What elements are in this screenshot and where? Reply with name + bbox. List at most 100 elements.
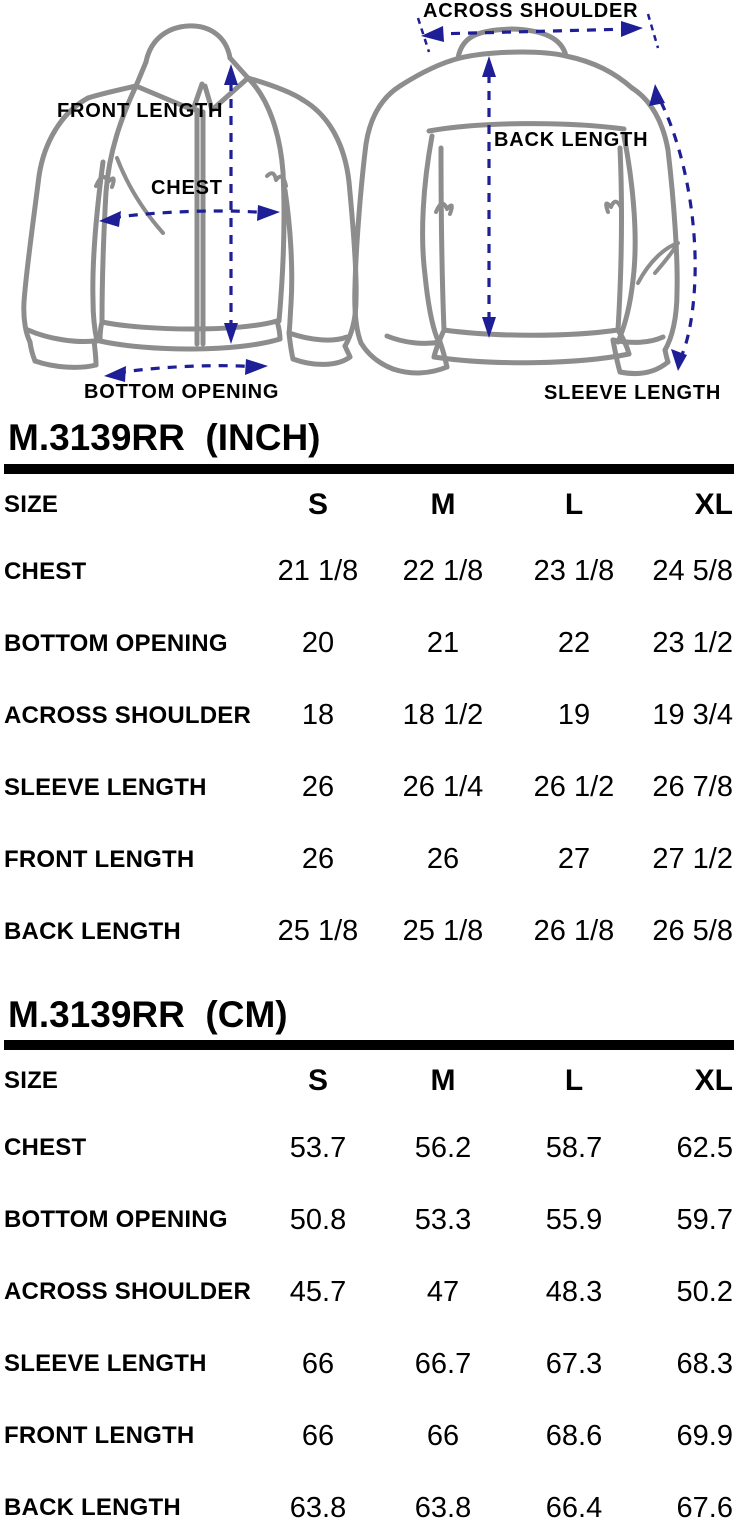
size-value-cell: 23 1/8 [533,555,615,588]
size-value-cell: 67.3 [545,1347,603,1380]
table-row: BOTTOM OPENING 20 21 22 23 1/2 [4,608,734,680]
column-header-xl: XL [694,487,733,521]
table-header-row: SIZE S M L XL [4,1050,734,1112]
size-value-cell: 26 1/4 [402,771,484,804]
table-row: SLEEVE LENGTH 26 26 1/4 26 1/2 26 7/8 [4,752,734,824]
back-length-label: BACK LENGTH [494,129,649,151]
divider-rule [4,463,734,474]
size-value-cell: 26 1/2 [533,771,615,804]
size-table-cm: M.3139RR (CM) SIZE S M L XL CHEST 53.7 5… [0,993,738,1527]
size-value-cell: 66.4 [545,1491,603,1524]
column-header-l: L [564,1064,584,1098]
across-shoulder-arrow [416,13,660,53]
row-label: BACK LENGTH [4,1494,181,1522]
column-header-l: L [564,487,584,521]
size-value-cell: 53.3 [414,1203,472,1236]
size-value-cell: 21 1/8 [277,555,359,588]
size-value-cell: 21 [426,627,460,660]
row-label: CHEST [4,1134,87,1162]
back-length-arrow [482,56,496,338]
divider-rule [4,1040,734,1051]
size-value-cell: 18 1/2 [402,699,484,732]
table-row: BOTTOM OPENING 50.8 53.3 55.9 59.7 [4,1184,734,1256]
size-value-cell: 22 [557,627,591,660]
row-label: FRONT LENGTH [4,845,195,873]
size-value-cell: 27 1/2 [652,843,733,876]
size-header: SIZE [4,1067,59,1095]
row-label: BOTTOM OPENING [4,1206,228,1234]
row-label: CHEST [4,557,87,585]
column-header-s: S [307,1064,328,1098]
table-row: FRONT LENGTH 66 66 68.6 69.9 [4,1400,734,1472]
row-label: SLEEVE LENGTH [4,773,207,801]
size-value-cell: 66.7 [414,1347,472,1380]
size-value-cell: 53.7 [289,1131,347,1164]
size-value-cell: 18 [301,699,335,732]
size-value-cell: 68.3 [676,1347,733,1380]
table-row: ACROSS SHOULDER 45.7 47 48.3 50.2 [4,1256,734,1328]
table-title: M.3139RR (CM) [8,993,288,1035]
bottom-opening-label: BOTTOM OPENING [84,381,280,403]
column-header-m: M [430,487,456,521]
size-value-cell: 26 1/8 [533,915,615,948]
row-label: ACROSS SHOULDER [4,1278,252,1306]
jacket-diagram-artwork [21,13,697,382]
measurement-diagram: FRONT LENGTH CHEST BOTTOM OPENING ACROSS… [0,0,738,418]
bottom-opening-arrow [104,359,268,382]
size-value-cell: 66 [301,1419,335,1452]
size-value-cell: 26 [426,843,460,876]
size-value-cell: 62.5 [676,1131,733,1164]
column-header-s: S [307,487,328,521]
table-row: BACK LENGTH 63.8 63.8 66.4 67.6 [4,1472,734,1527]
size-value-cell: 24 5/8 [652,555,733,588]
front-length-label: FRONT LENGTH [57,100,224,122]
chest-arrow [99,205,280,227]
row-label: BACK LENGTH [4,917,181,945]
column-header-m: M [430,1064,456,1098]
sleeve-length-arrow [649,84,697,371]
size-value-cell: 26 5/8 [652,915,733,948]
size-value-cell: 58.7 [545,1131,603,1164]
size-value-cell: 23 1/2 [652,627,733,660]
size-value-cell: 27 [557,843,591,876]
table-header-row: SIZE S M L XL [4,474,734,536]
table-title: M.3139RR (INCH) [8,417,321,458]
size-value-cell: 45.7 [289,1275,347,1308]
size-value-cell: 25 1/8 [402,915,484,948]
size-value-cell: 22 1/8 [402,555,484,588]
size-value-cell: 19 [557,699,591,732]
front-length-arrow [224,64,238,344]
size-value-cell: 26 [301,771,335,804]
size-value-cell: 47 [426,1275,460,1308]
size-value-cell: 55.9 [545,1203,603,1236]
size-value-cell: 26 [301,843,335,876]
size-value-cell: 26 7/8 [652,771,733,804]
row-label: BOTTOM OPENING [4,629,228,657]
table-row: BACK LENGTH 25 1/8 25 1/8 26 1/8 26 5/8 [4,896,734,968]
table-row: CHEST 53.7 56.2 58.7 62.5 [4,1112,734,1184]
size-table-inch: M.3139RR (INCH) SIZE S M L XL CHEST 21 1… [0,417,738,968]
size-value-cell: 63.8 [289,1491,347,1524]
size-value-cell: 69.9 [676,1419,733,1452]
size-value-cell: 19 3/4 [652,699,733,732]
back-jacket-illustration [352,26,680,377]
table-row: ACROSS SHOULDER 18 18 1/2 19 19 3/4 [4,680,734,752]
size-value-cell: 63.8 [414,1491,472,1524]
column-header-xl: XL [694,1064,733,1098]
chest-label: CHEST [151,177,223,199]
size-header: SIZE [4,490,59,518]
size-value-cell: 48.3 [545,1275,603,1308]
size-value-cell: 20 [301,627,335,660]
size-value-cell: 50.8 [289,1203,347,1236]
size-value-cell: 56.2 [414,1131,472,1164]
size-value-cell: 67.6 [676,1491,733,1524]
table-row: CHEST 21 1/8 22 1/8 23 1/8 24 5/8 [4,536,734,608]
row-label: ACROSS SHOULDER [4,701,252,729]
size-value-cell: 68.6 [545,1419,603,1452]
across-shoulder-label: ACROSS SHOULDER [423,0,639,22]
size-value-cell: 66 [426,1419,460,1452]
table-row: SLEEVE LENGTH 66 66.7 67.3 68.3 [4,1328,734,1400]
sleeve-length-label: SLEEVE LENGTH [544,382,722,404]
front-jacket-illustration [21,23,359,370]
